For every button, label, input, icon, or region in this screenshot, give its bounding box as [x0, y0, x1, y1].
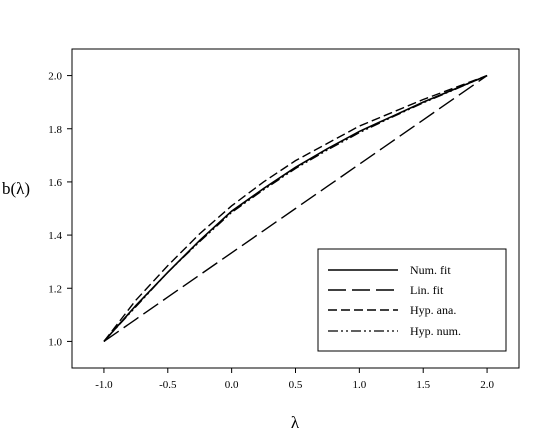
x-tick-label: 2.0 [480, 379, 494, 391]
x-axis-label: λ [291, 413, 300, 432]
series-layer [103, 74, 488, 342]
x-axis-ticks: -1.0 -0.5 0.0 0.5 1.0 1.5 2.0 [95, 368, 494, 391]
y-tick-label: 1.6 [48, 177, 62, 189]
legend-entry-label: Lin. fit [410, 283, 444, 297]
y-tick-label: 1.2 [48, 283, 62, 295]
series-line-4 [103, 75, 488, 342]
series-line-2 [103, 75, 488, 342]
series-line-3 [103, 74, 488, 342]
y-tick-label: 1.8 [48, 124, 62, 136]
y-axis-ticks: 1.0 1.2 1.4 1.6 1.8 2.0 [48, 71, 72, 348]
x-tick-label: -0.5 [159, 379, 177, 391]
legend-entry-label: Num. fit [410, 263, 451, 277]
y-tick-label: 2.0 [48, 71, 62, 83]
x-tick-label: 0.5 [289, 379, 303, 391]
legend: Num. fit Lin. fit Hyp. ana. Hyp. num. [317, 248, 507, 352]
legend-entry-label: Hyp. ana. [410, 303, 456, 317]
y-axis-label: b(λ) [2, 179, 30, 198]
y-tick-label: 1.4 [48, 230, 62, 242]
x-tick-label: -1.0 [95, 379, 113, 391]
x-tick-label: 1.5 [416, 379, 430, 391]
legend-box [317, 248, 507, 352]
y-tick-label: 1.0 [48, 336, 62, 348]
x-tick-label: 1.0 [352, 379, 366, 391]
legend-entry-label: Hyp. num. [410, 324, 461, 338]
x-tick-label: 0.0 [225, 379, 239, 391]
